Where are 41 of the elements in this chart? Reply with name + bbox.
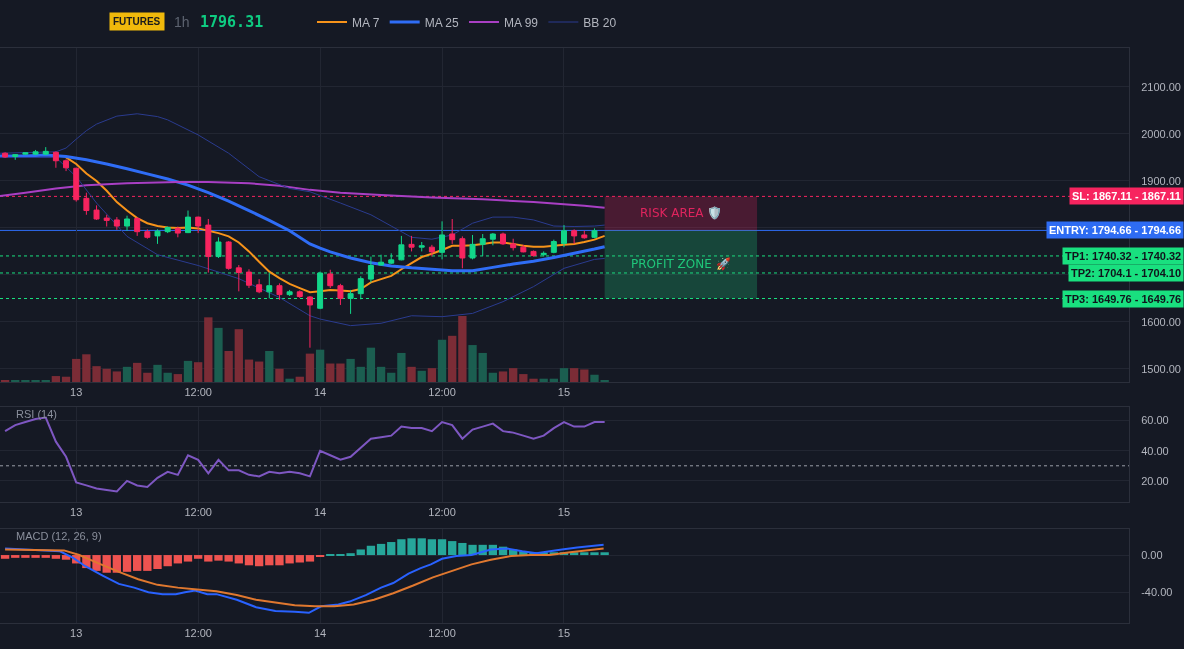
x-tick-label: 13 <box>70 627 83 640</box>
text: FUTURES <box>113 16 161 27</box>
y-tick-label: 40.00 <box>1141 444 1169 457</box>
x-tick-label: 12:00 <box>184 386 212 399</box>
ref-line-label: SL: 1867.11 - 1867.11 <box>1072 190 1181 202</box>
x-tick-label: 12:00 <box>428 506 456 519</box>
x-tick-label: 12:00 <box>428 386 456 399</box>
x-tick-label: 12:00 <box>184 627 212 640</box>
y-tick-label: 2100.00 <box>1141 80 1181 93</box>
ref-line-label: TP2: 1704.1 - 1704.10 <box>1071 267 1182 279</box>
y-tick-label: 1600.00 <box>1141 315 1181 328</box>
y-tick-label: 1900.00 <box>1141 174 1181 187</box>
chart-title: RSI (14) <box>16 408 57 420</box>
band-label: RISK AREA 🛡 <box>640 206 723 220</box>
ref-line-label: TP3: 1649.76 - 1649.76 <box>1065 293 1182 305</box>
text: 1796.31 <box>200 13 264 31</box>
chart-title: MACD (12, 26, 9) <box>16 530 102 542</box>
x-tick-label: 15 <box>557 627 571 640</box>
y-tick-label: 60.00 <box>1141 414 1169 427</box>
legend-label: MA 25 <box>424 15 460 30</box>
legend-label: MA 99 <box>504 15 539 30</box>
y-tick-label: 0.00 <box>1141 548 1163 561</box>
x-tick-label: 15 <box>557 506 571 519</box>
x-tick-label: 14 <box>313 627 327 640</box>
legend-label: BB 20 <box>583 15 617 30</box>
legend-label: MA 7 <box>352 15 380 30</box>
ref-line-label: ENTRY: 1794.66 - 1794.66 <box>1049 224 1182 236</box>
x-tick-label: 13 <box>70 506 83 519</box>
x-tick-label: 12:00 <box>428 627 456 640</box>
y-tick-label: 2000.00 <box>1141 127 1181 140</box>
x-tick-label: 13 <box>70 386 83 399</box>
x-tick-label: 15 <box>557 386 571 399</box>
text: 1h <box>174 14 190 30</box>
y-tick-label: 20.00 <box>1141 474 1169 487</box>
ref-line-label: TP1: 1740.32 - 1740.32 <box>1065 250 1182 262</box>
y-tick-label: 1500.00 <box>1141 362 1181 375</box>
x-tick-label: 14 <box>313 506 327 519</box>
x-tick-label: 12:00 <box>184 506 212 519</box>
band-label: PROFIT ZONE 🚀 <box>631 257 731 271</box>
y-tick-label: -40.00 <box>1141 586 1173 599</box>
x-tick-label: 14 <box>313 386 327 399</box>
